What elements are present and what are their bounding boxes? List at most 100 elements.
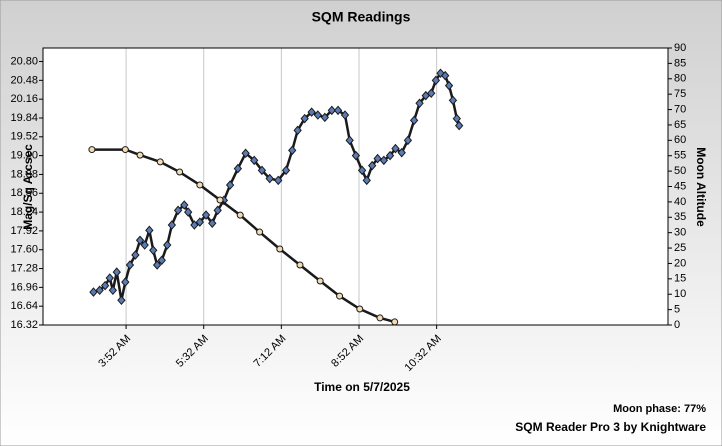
chart-title: SQM Readings bbox=[312, 9, 411, 25]
plot-area bbox=[43, 48, 668, 325]
sqm-point bbox=[357, 165, 367, 176]
moon-point bbox=[196, 181, 204, 189]
sqm-point bbox=[125, 260, 135, 270]
y-tick-label: 18.24 bbox=[10, 206, 38, 218]
sqm-point bbox=[313, 110, 323, 120]
sqm-point bbox=[288, 145, 297, 156]
sqm-point bbox=[145, 225, 154, 236]
sqm-point bbox=[117, 295, 126, 306]
y-tick-label: 20.16 bbox=[10, 93, 38, 105]
sqm-point bbox=[195, 217, 204, 227]
moon-point bbox=[296, 261, 304, 269]
sqm-point bbox=[441, 70, 450, 81]
y2-tick-label: 50 bbox=[674, 165, 686, 177]
moon-point bbox=[176, 168, 184, 176]
sqm-point bbox=[250, 155, 259, 166]
y-tick-label: 17.92 bbox=[10, 225, 38, 237]
y2-tick-label: 30 bbox=[674, 227, 686, 239]
sqm-point bbox=[368, 160, 377, 171]
y-tick-label: 20.80 bbox=[10, 55, 38, 67]
y-tick-label: 19.52 bbox=[10, 131, 38, 143]
moon-point bbox=[256, 228, 264, 236]
y2-tick-label: 90 bbox=[674, 42, 686, 54]
sqm-point bbox=[385, 150, 395, 161]
moon-point bbox=[391, 318, 399, 326]
y-axis-title: Mag/Sq Arcsec bbox=[21, 144, 35, 230]
moon-point bbox=[236, 211, 244, 219]
sqm-point bbox=[307, 107, 316, 117]
sqm-point bbox=[427, 88, 436, 99]
y-tick-label: 19.20 bbox=[10, 150, 38, 162]
y-tick-label: 17.60 bbox=[10, 244, 38, 256]
sqm-point bbox=[409, 115, 419, 126]
y-tick-label: 20.48 bbox=[10, 74, 38, 86]
sqm-point bbox=[152, 260, 162, 270]
sqm-point bbox=[265, 173, 274, 184]
moon-point bbox=[121, 146, 129, 154]
y-tick-label: 19.84 bbox=[10, 112, 38, 124]
y2-tick-label: 0 bbox=[674, 319, 680, 331]
sqm-point bbox=[362, 175, 371, 186]
y2-tick-label: 45 bbox=[674, 180, 686, 192]
sqm-point bbox=[184, 207, 193, 217]
sqm-point bbox=[135, 235, 145, 246]
series-line bbox=[91, 148, 396, 324]
moon-point bbox=[316, 277, 324, 285]
sqm-point bbox=[415, 98, 424, 109]
y2-tick-label: 60 bbox=[674, 134, 686, 146]
sqm-point bbox=[327, 105, 336, 116]
y2-axis-title: Moon Altitude bbox=[694, 147, 708, 227]
y2-tick-label: 35 bbox=[674, 211, 686, 223]
sqm-point bbox=[180, 200, 189, 210]
y2-tick-label: 85 bbox=[674, 57, 686, 69]
sqm-point bbox=[131, 250, 140, 260]
sqm-point bbox=[95, 285, 104, 296]
sqm-point bbox=[105, 273, 114, 283]
sqm-point bbox=[345, 135, 354, 146]
sqm-point bbox=[340, 110, 350, 120]
sqm-point bbox=[167, 220, 177, 230]
sqm-point bbox=[333, 105, 343, 116]
y2-tick-label: 55 bbox=[674, 150, 686, 162]
y-tick-label: 16.32 bbox=[10, 319, 38, 331]
sqm-point bbox=[320, 112, 329, 123]
sqm-point bbox=[233, 163, 243, 174]
sqm-point bbox=[149, 245, 158, 256]
sqm-point bbox=[431, 75, 441, 86]
sqm-point bbox=[163, 240, 172, 250]
y2-tick-label: 20 bbox=[674, 257, 686, 269]
sqm-point bbox=[173, 205, 183, 216]
sqm-point bbox=[281, 165, 291, 176]
plot-frame bbox=[42, 47, 669, 326]
sqm-point bbox=[403, 135, 413, 146]
sqm-point bbox=[121, 277, 130, 287]
credit-note: SQM Reader Pro 3 by Knightware bbox=[515, 420, 706, 434]
sqm-point bbox=[293, 125, 302, 136]
sqm-point bbox=[208, 218, 217, 229]
sqm-point bbox=[100, 280, 110, 291]
moon-point bbox=[336, 292, 344, 300]
moon-point bbox=[376, 314, 384, 322]
sqm-point bbox=[89, 287, 98, 297]
moon-point bbox=[216, 196, 224, 204]
sqm-point bbox=[454, 120, 464, 131]
moon-phase-note: Moon phase: 77% bbox=[613, 403, 706, 415]
moon-point bbox=[276, 245, 284, 253]
y2-tick-label: 70 bbox=[674, 103, 686, 115]
sqm-point bbox=[373, 153, 382, 164]
sqm-point bbox=[274, 175, 283, 186]
sqm-point bbox=[444, 80, 454, 91]
sqm-point bbox=[257, 165, 267, 176]
y-tick-label: 16.96 bbox=[10, 281, 38, 293]
y-tick-label: 18.56 bbox=[10, 187, 38, 199]
y2-tick-label: 5 bbox=[674, 304, 680, 316]
y2-tick-label: 75 bbox=[674, 88, 686, 100]
y2-tick-label: 80 bbox=[674, 73, 686, 85]
y2-tick-label: 40 bbox=[674, 196, 686, 208]
sqm-point bbox=[300, 113, 309, 124]
sqm-point bbox=[241, 148, 250, 159]
sqm-point bbox=[391, 143, 400, 154]
moon-point bbox=[88, 146, 96, 154]
sqm-point bbox=[452, 113, 461, 124]
